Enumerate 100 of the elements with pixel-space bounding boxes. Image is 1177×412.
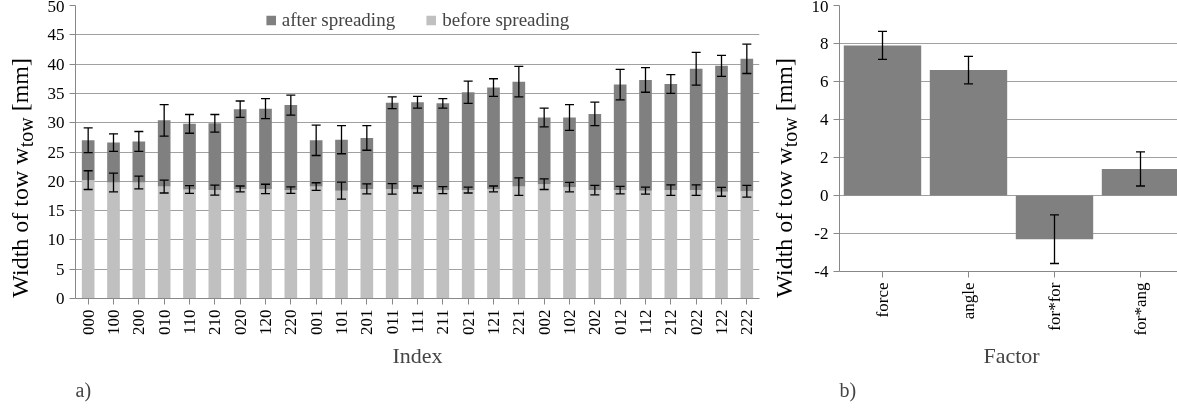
x-tick-label: 002 xyxy=(534,309,554,335)
bar xyxy=(512,81,526,187)
bar xyxy=(1015,195,1094,240)
y-tick-label: -2 xyxy=(814,224,829,243)
y-tick-label: 6 xyxy=(820,72,829,91)
bar xyxy=(537,184,551,299)
bar xyxy=(613,190,627,299)
x-tick-label: for*for xyxy=(1045,282,1064,331)
bar xyxy=(208,123,222,191)
bar xyxy=(537,117,551,185)
x-axis-title: Factor xyxy=(983,343,1041,369)
x-tick-label: 221 xyxy=(509,309,529,335)
bar xyxy=(183,123,196,190)
y-tick-label: 2 xyxy=(820,148,829,167)
y-tick-label: 30 xyxy=(47,113,65,133)
bar xyxy=(461,92,475,191)
y-tick-label: 10 xyxy=(811,0,829,16)
bar xyxy=(132,182,146,299)
x-tick-label: 220 xyxy=(281,309,301,335)
bar xyxy=(107,142,120,183)
bar xyxy=(639,190,652,299)
bar xyxy=(740,58,754,192)
y-tick-label: 25 xyxy=(47,142,65,162)
bar xyxy=(81,140,95,181)
x-tick-label: angle xyxy=(959,282,978,320)
x-tick-label: 210 xyxy=(205,309,225,335)
x-tick-label: 012 xyxy=(610,309,630,335)
bar xyxy=(689,68,703,191)
x-tick-label: 020 xyxy=(230,309,250,335)
x-tick-label: 022 xyxy=(686,309,706,335)
bar xyxy=(309,186,323,299)
y-tick-label: 8 xyxy=(820,34,829,53)
bar xyxy=(563,117,576,188)
bar xyxy=(740,191,754,299)
y-tick-label: -4 xyxy=(814,262,829,281)
x-tick-label: 111 xyxy=(408,309,427,334)
x-tick-label: 201 xyxy=(357,309,377,335)
bar xyxy=(132,141,146,183)
bar xyxy=(107,182,120,299)
x-tick-label: 021 xyxy=(458,309,478,335)
x-tick-label: 010 xyxy=(154,309,174,335)
bar xyxy=(233,109,247,189)
x-tick-label: 100 xyxy=(104,309,123,335)
x-tick-label: 000 xyxy=(78,309,98,335)
bar xyxy=(563,187,576,299)
x-axis-title: Index xyxy=(392,343,443,368)
y-tick-label: 5 xyxy=(56,259,65,279)
bar xyxy=(259,108,272,189)
y-tick-label: 4 xyxy=(820,110,829,129)
y-tick-label: 15 xyxy=(47,201,65,221)
bar xyxy=(81,180,95,299)
legend-label: before spreading xyxy=(442,9,570,31)
bar xyxy=(436,103,450,191)
text: b) xyxy=(839,378,857,402)
x-tick-label: 202 xyxy=(585,309,605,335)
y-tick-label: 35 xyxy=(47,83,65,103)
legend-label: after spreading xyxy=(281,9,396,31)
y-tick-label: 20 xyxy=(47,171,65,191)
bar xyxy=(512,186,526,299)
y-tick-label: 40 xyxy=(47,54,65,74)
x-tick-label: 212 xyxy=(661,309,681,335)
bar xyxy=(385,102,399,189)
x-tick-label: 200 xyxy=(129,309,149,335)
x-tick-label: 101 xyxy=(332,309,351,335)
x-tick-label: 222 xyxy=(737,309,757,335)
bar xyxy=(588,113,602,191)
x-tick-label: 120 xyxy=(256,309,275,335)
x-tick-label: 211 xyxy=(433,309,453,335)
bar xyxy=(639,79,652,191)
bar xyxy=(715,191,728,299)
bar xyxy=(259,188,272,299)
bar xyxy=(157,186,171,299)
y-tick-label: 10 xyxy=(47,230,65,250)
x-tick-label: 112 xyxy=(636,309,655,335)
bar xyxy=(588,190,602,299)
bar xyxy=(664,190,678,299)
x-tick-label: force xyxy=(873,282,892,318)
bar xyxy=(233,188,247,299)
bar xyxy=(487,188,500,299)
bar xyxy=(461,190,475,299)
x-tick-label: 102 xyxy=(560,309,579,335)
bar xyxy=(689,190,703,299)
bar xyxy=(183,189,196,299)
bar xyxy=(487,87,500,189)
bar xyxy=(284,190,298,299)
bar xyxy=(411,189,424,299)
bar xyxy=(385,188,399,299)
x-tick-label: 001 xyxy=(306,309,326,335)
bar xyxy=(284,105,298,191)
bar xyxy=(411,102,424,190)
bar xyxy=(335,190,348,299)
bar xyxy=(929,70,1008,196)
x-tick-label: 011 xyxy=(382,309,402,335)
text: a) xyxy=(75,378,92,402)
bar xyxy=(436,190,450,299)
x-tick-label: 110 xyxy=(180,309,199,335)
x-tick-label: 121 xyxy=(484,309,503,335)
bar xyxy=(157,120,171,187)
x-tick-label: for*ang xyxy=(1131,282,1150,336)
bar xyxy=(360,188,374,299)
